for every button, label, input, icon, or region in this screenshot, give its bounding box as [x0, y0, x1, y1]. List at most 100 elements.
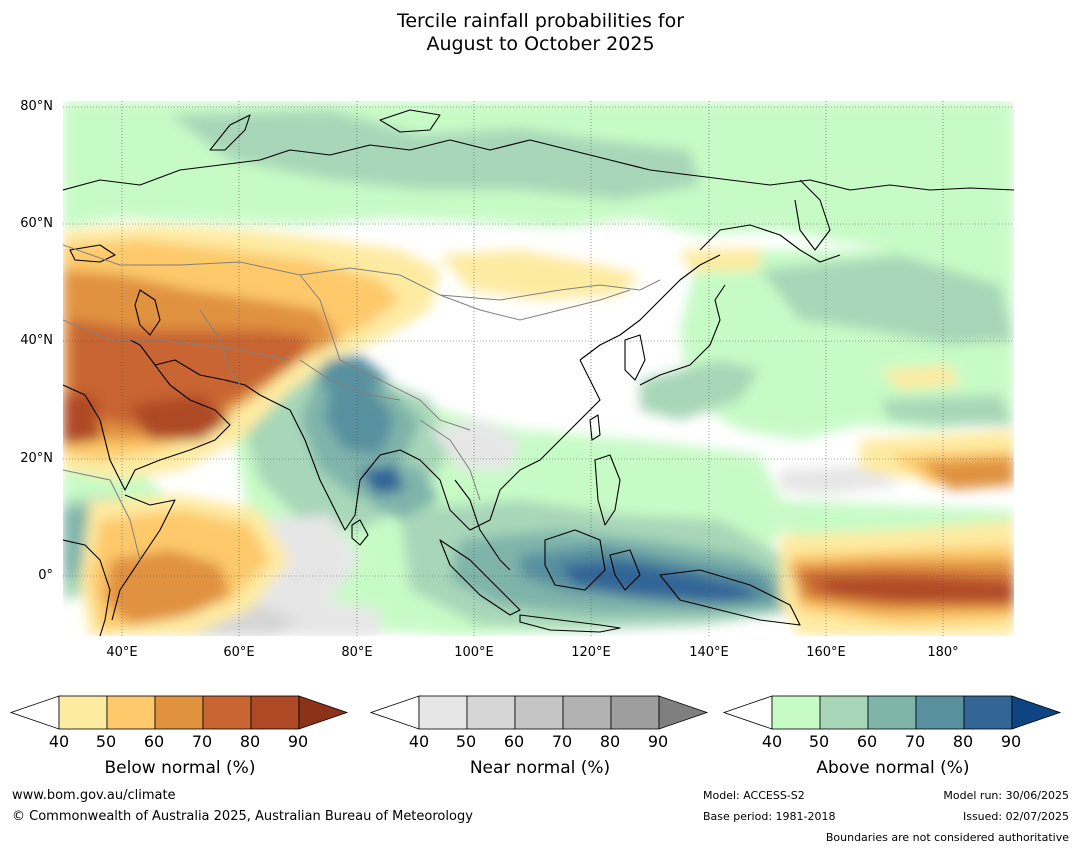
- coastline-arctic-1: [63, 139, 1014, 191]
- colorbar-above-segment-3: [867, 695, 917, 730]
- colorbar-above-segment-2: [819, 695, 869, 730]
- country-borders: [63, 244, 661, 561]
- tick-above-40: 40: [761, 732, 783, 751]
- tick-near-70: 70: [551, 732, 573, 751]
- border-china-mongolia: [439, 289, 631, 321]
- probability-field: [63, 101, 1014, 636]
- tick-below-60: 60: [143, 732, 165, 751]
- border-china-west: [299, 274, 471, 431]
- tick-near-80: 80: [599, 732, 621, 751]
- below-normal-iran-70: [70, 320, 310, 430]
- coastline-taiwan: [589, 414, 601, 441]
- lon-label-160e: 160°E: [806, 645, 846, 660]
- probability-map: [63, 101, 1014, 636]
- colorbar-title-below: Below normal (%): [104, 758, 256, 778]
- tick-below-80: 80: [239, 732, 261, 751]
- tick-near-50: 50: [455, 732, 477, 751]
- coastline-okhotsk: [699, 224, 841, 263]
- coastline-sri-lanka: [351, 519, 369, 546]
- tick-near-90: 90: [647, 732, 669, 751]
- colorbar-near-segment-1: [418, 695, 468, 730]
- coastline-china-east: [579, 254, 721, 361]
- colorbar-above-segment-5: [963, 695, 1013, 730]
- coastline-korea: [624, 334, 646, 381]
- coastline-philippines: [594, 454, 621, 526]
- lat-label-80n: 80°N: [20, 99, 53, 114]
- below-normal-africa-60: [105, 550, 230, 625]
- tick-near-40: 40: [408, 732, 430, 751]
- coastline-sumatra: [439, 539, 521, 616]
- colorbar-below-segment-2: [106, 695, 156, 730]
- coastline-black-sea: [69, 244, 116, 263]
- lat-label-20n: 20°N: [20, 451, 53, 466]
- below-normal-pacific-north-60: [920, 458, 1014, 490]
- lon-label-60e: 60°E: [223, 645, 255, 660]
- chart-title: Tercile rainfall probabilities for Augus…: [0, 10, 1081, 56]
- below-normal-pacific-80: [820, 578, 1014, 600]
- border-india-nepal: [299, 359, 401, 401]
- coastline-africa-east: [63, 539, 111, 636]
- tick-near-60: 60: [503, 732, 525, 751]
- above-normal-indonesia-90: [560, 560, 760, 602]
- tick-above-90: 90: [1000, 732, 1022, 751]
- tick-below-40: 40: [48, 732, 70, 751]
- colorbar-near-segment-5: [610, 695, 660, 730]
- tick-above-70: 70: [904, 732, 926, 751]
- colorbar-below-segment-5: [250, 695, 300, 730]
- lat-label-40n: 40°N: [20, 333, 53, 348]
- coastlines: [63, 109, 1014, 636]
- tick-above-80: 80: [952, 732, 974, 751]
- coastline-india: [259, 394, 421, 531]
- colorbar-above-lower-extension: [723, 695, 773, 730]
- coastline-persian-gulf: [154, 359, 261, 396]
- colorbar-below-normal: [10, 695, 349, 730]
- footer-copyright: © Commonwealth of Australia 2025, Austra…: [12, 809, 473, 824]
- above-normal-bay-90: [360, 465, 405, 495]
- coastline-japan: [639, 284, 726, 386]
- near-normal-china: [430, 420, 520, 470]
- above-normal-india-80: [325, 385, 395, 455]
- lat-label-0: 0°: [38, 568, 53, 583]
- footer-base-period: Base period: 1981-2018: [703, 810, 836, 823]
- tick-below-70: 70: [191, 732, 213, 751]
- coastline-arabia: [63, 339, 231, 491]
- footer-disclaimer: Boundaries are not considered authoritat…: [825, 831, 1069, 844]
- colorbar-near-segment-2: [466, 695, 516, 730]
- above-normal-ne-pacific-dark: [880, 395, 1014, 425]
- colorbar-title-near: Near normal (%): [469, 758, 611, 778]
- lon-label-100e: 100°E: [454, 645, 494, 660]
- border-russia-south: [63, 244, 661, 301]
- tick-below-90: 90: [287, 732, 309, 751]
- colorbar-near-lower-extension: [370, 695, 420, 730]
- above-normal-himalaya-80: [320, 355, 390, 395]
- colorbar-above-segment-1: [771, 695, 821, 730]
- tick-below-50: 50: [95, 732, 117, 751]
- coastline-novaya-zemlya: [209, 114, 251, 151]
- colorbar-above-segment-4: [915, 695, 965, 730]
- above-normal-north-dark: [170, 110, 700, 200]
- colorbar-title-above: Above normal (%): [816, 758, 970, 778]
- border-iran-afghanistan: [199, 309, 241, 386]
- coastline-taymyr: [379, 109, 441, 133]
- lon-label-120e: 120°E: [571, 645, 611, 660]
- colorbar-below-lower-extension: [10, 695, 60, 730]
- colorbar-near-segment-4: [562, 695, 612, 730]
- colorbar-near-normal: [370, 695, 709, 730]
- coastline-malay-peninsula: [454, 479, 511, 571]
- coastline-kamchatka: [794, 179, 831, 251]
- colorbar-below-upper-extension: [298, 695, 349, 730]
- footer-url: www.bom.gov.au/climate: [12, 788, 176, 803]
- colorbar-below-segment-4: [202, 695, 252, 730]
- colorbar-near-segment-3: [514, 695, 564, 730]
- coastline-horn: [111, 494, 176, 621]
- colorbar-above-normal: [723, 695, 1062, 730]
- below-normal-ne-40: [880, 365, 960, 390]
- footer-model-run: Model run: 30/06/2025: [943, 789, 1069, 802]
- coastline-se-asia: [419, 359, 601, 531]
- below-normal-red-sea-80: [63, 395, 100, 445]
- colorbar-above-upper-extension: [1011, 695, 1062, 730]
- tick-above-50: 50: [808, 732, 830, 751]
- colorbar-below-segment-1: [58, 695, 108, 730]
- lat-label-60n: 60°N: [20, 216, 53, 231]
- coastline-new-guinea: [659, 569, 801, 626]
